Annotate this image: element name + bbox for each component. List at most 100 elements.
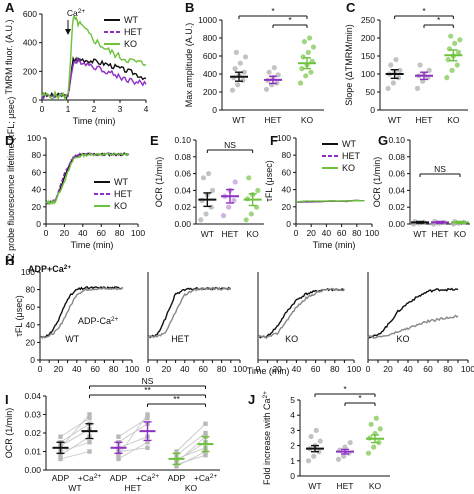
F-ytick-label: 0 bbox=[286, 219, 291, 229]
C-sig0-sig-label: * bbox=[422, 6, 426, 16]
chart-E: 0.00 0.02 0.04 0.06 0.08 0.10 WT HET KO OCR (1/mi… bbox=[154, 135, 264, 239]
E-point bbox=[208, 204, 214, 210]
C-category-KO: KO bbox=[447, 115, 460, 125]
I-point-adp bbox=[58, 456, 63, 462]
B-point bbox=[301, 39, 307, 45]
H-label-adp-minus-part: ADP- bbox=[78, 316, 100, 326]
B-point bbox=[308, 69, 314, 75]
I-cond-adp: ADP bbox=[168, 473, 186, 483]
D-ytick-label: 0 bbox=[36, 219, 41, 229]
B-ylabel-part: Max amplitude (A.U.) bbox=[184, 23, 194, 108]
F-ytick-label: 40 bbox=[282, 185, 292, 195]
B-point bbox=[237, 60, 243, 66]
B-ytick-label: 800 bbox=[203, 33, 217, 43]
I-sig2-sig-label: ** bbox=[173, 394, 180, 404]
H2-series-0 bbox=[257, 287, 345, 339]
H3-xtick-label: 20 bbox=[383, 364, 393, 374]
I-pair-line bbox=[118, 436, 148, 449]
C-ytick-label: 200 bbox=[361, 33, 375, 43]
E-ytick-label: 0.08 bbox=[174, 152, 191, 162]
I-point-ca bbox=[145, 412, 150, 417]
J-ytick-label: 2 bbox=[290, 441, 295, 451]
C-ylabel-part: Slope (ΔTMRM/min) bbox=[344, 24, 354, 106]
J-ylabel-part: 2+ bbox=[262, 391, 269, 399]
I-cond-ca-part: Ca bbox=[141, 473, 152, 483]
H1-series-0 bbox=[147, 286, 231, 339]
I-cond-adp-part: ADP bbox=[52, 473, 70, 483]
J-ylabel: Fold increase with Ca2+ bbox=[262, 391, 273, 485]
H-label-adp-ca: ADP+Ca2+ bbox=[28, 264, 71, 275]
H0-ytick-label: 80 bbox=[26, 285, 36, 295]
D-legend-label-KO: KO bbox=[114, 201, 127, 211]
G-ytick-label: 0.08 bbox=[388, 152, 405, 162]
H1-xtick-label: 100 bbox=[233, 364, 247, 374]
B-ytick-label: 600 bbox=[203, 51, 217, 61]
C-point bbox=[454, 62, 460, 68]
C-point bbox=[457, 37, 463, 43]
C-point bbox=[446, 46, 453, 52]
B-category-KO: KO bbox=[301, 115, 314, 125]
chart-B: 0 200 400 600 800 1000 WT HET KO Max amplitude (A… bbox=[184, 6, 324, 125]
I-point-adp bbox=[116, 453, 121, 458]
F-xtick-label: 100 bbox=[365, 228, 379, 238]
I-point-adp bbox=[174, 464, 179, 469]
E-category-HET: HET bbox=[222, 229, 239, 239]
I-point-ca bbox=[203, 453, 208, 458]
C-ytick-label: 250 bbox=[361, 15, 375, 25]
B-category-HET: HET bbox=[265, 115, 282, 125]
A-xtick-label: 1 bbox=[66, 104, 71, 114]
H3-group-label: KO bbox=[396, 334, 409, 344]
G-ytick-label: 0.00 bbox=[388, 219, 405, 229]
F-ylabel: τFL (μsec) bbox=[264, 160, 274, 201]
E-point bbox=[226, 204, 232, 210]
I-point-ca bbox=[145, 440, 150, 445]
A-ytick-label: 0 bbox=[32, 95, 37, 105]
panel-label-H: H bbox=[5, 253, 14, 268]
H1-group-label: HET bbox=[171, 334, 190, 344]
B-ytick-label: 0 bbox=[212, 105, 217, 115]
A-xtick-label: 4 bbox=[144, 104, 149, 114]
H2-xtick-label: 0 bbox=[256, 364, 261, 374]
D-xtick-label: 0 bbox=[44, 228, 49, 238]
I-ytick-label: 0.02 bbox=[24, 428, 41, 438]
B-point bbox=[241, 69, 247, 75]
I-cond-ca-part: + bbox=[194, 473, 199, 483]
F-xtick-label: 0 bbox=[294, 228, 299, 238]
H0-series-1 bbox=[40, 286, 124, 339]
E-point bbox=[209, 187, 216, 193]
H1-series-1 bbox=[147, 286, 232, 339]
A-xtick-label: 3 bbox=[118, 104, 123, 114]
H-label-adp-ca-part: Ca bbox=[52, 264, 64, 274]
I-cond-adp-part: ADP bbox=[168, 473, 186, 483]
E-point bbox=[255, 187, 261, 193]
E-point bbox=[248, 211, 254, 217]
G-ytick-label: 0.04 bbox=[388, 185, 405, 195]
H0-xtick-label: 80 bbox=[109, 364, 119, 374]
J-point bbox=[342, 444, 348, 450]
I-sig1-sig-label: ** bbox=[144, 385, 151, 395]
panel-label-E: E bbox=[150, 133, 159, 148]
chart-G: 0.00 0.02 0.04 0.06 0.08 0.10 WT HET KO OCR (1/mi… bbox=[372, 135, 470, 239]
I-cond-adp: ADP bbox=[110, 473, 128, 483]
H3-xtick-label: 0 bbox=[366, 364, 371, 374]
I-pair-line bbox=[60, 436, 90, 456]
I-pair-line bbox=[118, 417, 148, 438]
I-cond-ca-part: Ca bbox=[83, 473, 94, 483]
C-category-HET: HET bbox=[416, 115, 433, 125]
H0-ytick-label: 60 bbox=[26, 302, 36, 312]
J-point bbox=[373, 415, 379, 421]
A-xtick-label: 0 bbox=[40, 104, 45, 114]
F-series-KO bbox=[295, 199, 365, 203]
J-sig0-sig-label: * bbox=[343, 384, 347, 394]
C-point bbox=[397, 67, 403, 73]
H2-xtick-label: 80 bbox=[330, 364, 340, 374]
D-legend-label-WT: WT bbox=[114, 177, 128, 187]
I-pair-line bbox=[176, 441, 206, 462]
I-point-adp bbox=[58, 434, 63, 439]
panel-label-C: C bbox=[346, 0, 356, 15]
C-point bbox=[390, 80, 396, 86]
D-ytick-label: 60 bbox=[32, 167, 42, 177]
B-point bbox=[271, 65, 277, 71]
panel-label-D: D bbox=[5, 133, 14, 148]
